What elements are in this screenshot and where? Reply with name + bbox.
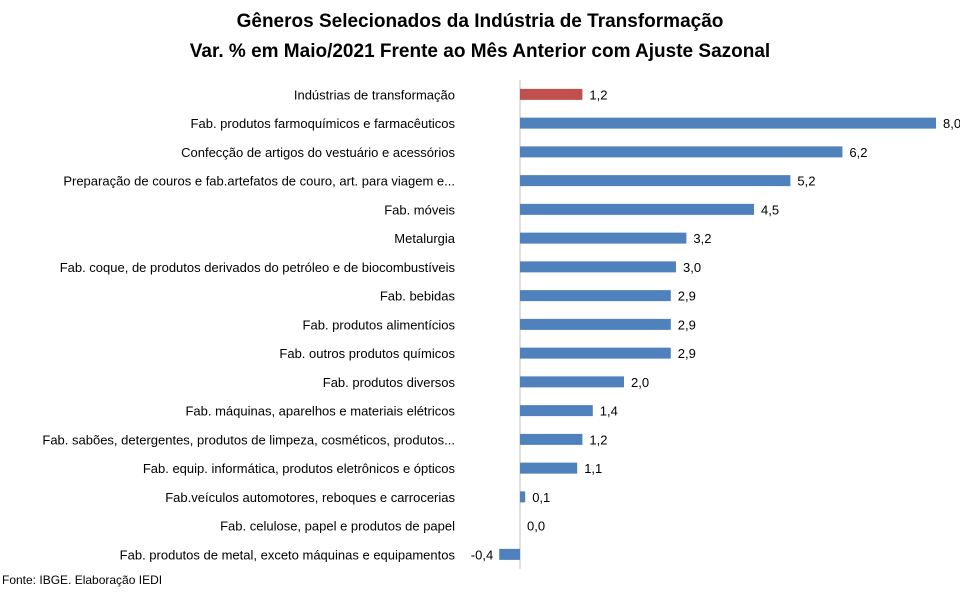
category-label: Fab. bebidas xyxy=(380,289,456,304)
bar xyxy=(520,88,583,100)
category-label: Confecção de artigos do vestuário e aces… xyxy=(181,145,455,160)
bar xyxy=(520,146,843,158)
data-label: 0,1 xyxy=(532,490,550,505)
bar xyxy=(520,203,754,215)
data-label: 2,9 xyxy=(678,346,696,361)
source-note: Fonte: IBGE. Elaboração IEDI xyxy=(2,573,163,587)
category-label: Preparação de couros e fab.artefatos de … xyxy=(63,174,455,189)
bar xyxy=(520,376,624,388)
category-label: Fab. coque, de produtos derivados do pet… xyxy=(60,260,456,275)
category-label: Fab. produtos alimentícios xyxy=(303,317,456,332)
data-label: 1,2 xyxy=(589,87,607,102)
bar xyxy=(520,290,671,302)
data-label: 3,2 xyxy=(693,231,711,246)
category-label: Fab. produtos diversos xyxy=(323,375,456,390)
bar xyxy=(520,433,583,445)
category-label: Fab. produtos farmoquímicos e farmacêuti… xyxy=(191,116,456,131)
bar xyxy=(520,232,687,244)
data-label: 3,0 xyxy=(683,260,701,275)
data-label: 8,0 xyxy=(943,116,960,131)
category-label: Fab. produtos de metal, exceto máquinas … xyxy=(120,547,456,562)
category-label: Fab. móveis xyxy=(384,202,455,217)
category-label: Fab. celulose, papel e produtos de papel xyxy=(220,519,455,534)
data-label: 1,1 xyxy=(584,461,602,476)
bar xyxy=(520,117,936,129)
bar xyxy=(520,462,578,474)
bar xyxy=(520,405,593,417)
data-label: 4,5 xyxy=(761,202,779,217)
chart-subtitle: Var. % em Maio/2021 Frente ao Mês Anteri… xyxy=(189,41,771,62)
category-label: Fab. outros produtos químicos xyxy=(279,346,455,361)
bar xyxy=(520,318,671,330)
data-label: 2,9 xyxy=(678,317,696,332)
data-label: 5,2 xyxy=(797,174,815,189)
category-label: Metalurgia xyxy=(394,231,455,246)
bar xyxy=(499,548,520,560)
data-label: 0,0 xyxy=(527,519,545,534)
data-label: 2,9 xyxy=(678,289,696,304)
category-label: Fab. sabões, detergentes, produtos de li… xyxy=(42,432,455,447)
chart-title: Gêneros Selecionados da Indústria de Tra… xyxy=(236,11,724,32)
bar xyxy=(520,491,526,503)
data-label: 6,2 xyxy=(849,145,867,160)
bar xyxy=(520,261,676,273)
bar xyxy=(520,175,791,187)
category-label: Fab. máquinas, aparelhos e materiais elé… xyxy=(185,404,455,419)
category-label: Indústrias de transformação xyxy=(294,87,455,102)
data-label: 2,0 xyxy=(631,375,649,390)
category-label: Fab. equip. informática, produtos eletrô… xyxy=(143,461,456,476)
data-label: 1,2 xyxy=(589,432,607,447)
category-label: Fab.veículos automotores, reboques e car… xyxy=(165,490,455,505)
data-label: -0,4 xyxy=(471,547,493,562)
bar xyxy=(520,347,671,359)
data-label: 1,4 xyxy=(600,404,618,419)
